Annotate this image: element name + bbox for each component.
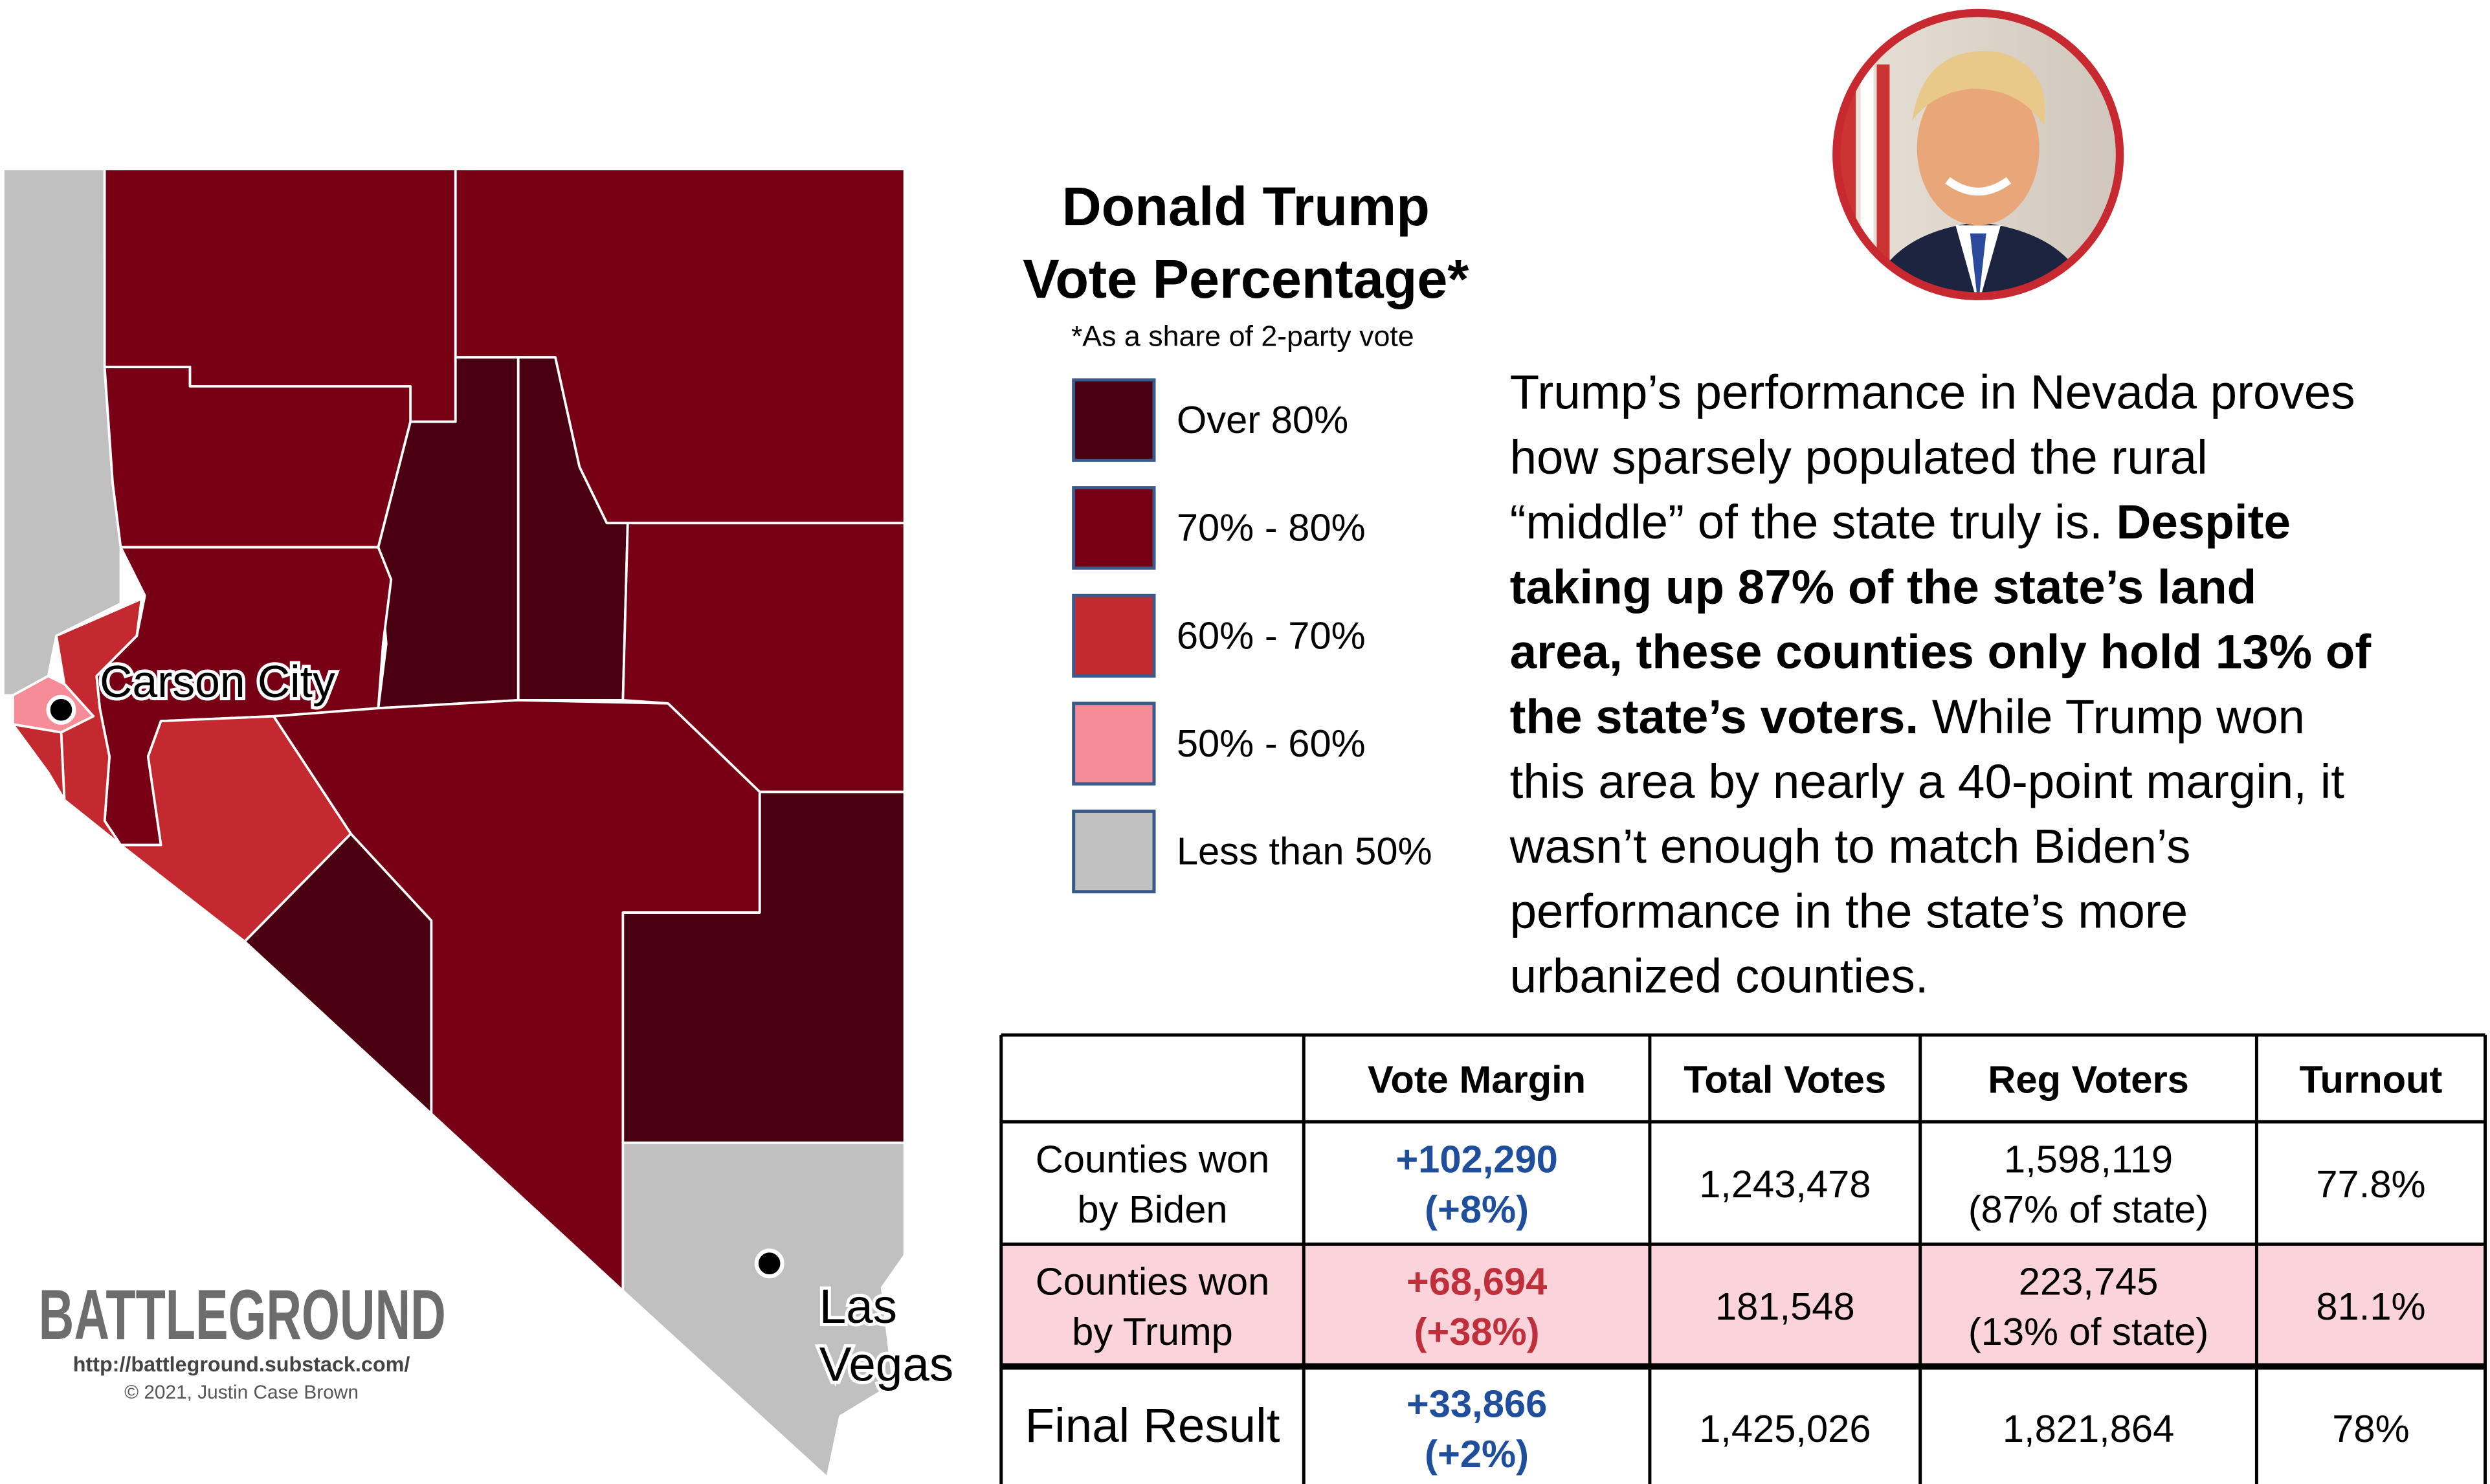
paragraph-segment: how sparsely populated the rural (1510, 430, 2208, 484)
portrait (1832, 8, 2124, 300)
row-label: Counties won (1036, 1138, 1270, 1181)
row-label: by Biden (1077, 1188, 1227, 1231)
table-cell: (+38%) (1414, 1310, 1540, 1353)
row-highlight (1001, 1244, 2485, 1367)
legend-label: Less than 50% (1177, 829, 1432, 872)
paragraph-segment: this area by nearly a 40-point margin, i… (1510, 754, 2345, 808)
legend-swatch (1072, 809, 1156, 894)
paragraph-segment: wasn’t enough to match Biden’s (1509, 819, 2191, 873)
paragraph-segment: area, these counties only hold 13% of (1510, 625, 2372, 679)
county-clark (621, 1141, 906, 1479)
paragraph-line: area, these counties only hold 13% of (1510, 625, 2372, 679)
paragraph-segment: performance in the state’s more (1510, 883, 2188, 938)
logo-url: http://battleground.substack.com/ (73, 1353, 410, 1376)
legend-swatch (1072, 378, 1156, 462)
table-cell: 1,821,864 (2003, 1407, 2174, 1450)
row-label: Final Result (1025, 1398, 1280, 1452)
city-dot (754, 1248, 784, 1279)
table-cell: 77.8% (2316, 1162, 2425, 1206)
paragraph-line: performance in the state’s more (1510, 883, 2188, 938)
city-label: Vegas (819, 1337, 953, 1391)
legend-label: Over 80% (1177, 398, 1348, 441)
paragraph-line: how sparsely populated the rural (1510, 430, 2208, 484)
paragraph: Trump’s performance in Nevada proves how … (1509, 365, 2372, 1003)
paragraph-line: Trump’s performance in Nevada proves (1510, 365, 2355, 419)
row-label: Counties won (1036, 1260, 1270, 1303)
table-cell: 181,548 (1715, 1285, 1855, 1328)
table-header: Vote Margin (1368, 1058, 1586, 1102)
table-cell: 1,425,026 (1699, 1407, 1871, 1450)
legend-title: Vote Percentage* (1023, 248, 1469, 309)
legend-label: 60% - 70% (1177, 614, 1366, 657)
legend: Donald Trump Vote Percentage* *As a share … (1023, 175, 1469, 894)
logo-name: BATTLEGROUND (39, 1276, 446, 1355)
city-label: Carson City (100, 656, 335, 707)
city-dot (46, 694, 76, 725)
table-cell: (+2%) (1425, 1432, 1529, 1476)
paragraph-line: the state’s voters. While Trump won (1510, 689, 2305, 744)
table-cell: 81.1% (2316, 1285, 2425, 1328)
paragraph-segment: the state’s voters. (1510, 689, 1919, 744)
table-cell: (87% of state) (1968, 1188, 2208, 1231)
table-cell: 1,598,119 (2004, 1138, 2173, 1181)
paragraph-segment: Trump’s performance in Nevada proves (1510, 365, 2355, 419)
legend-swatch (1072, 593, 1156, 678)
legend-swatch (1072, 702, 1156, 786)
logo-credit: © 2021, Justin Case Brown (124, 1382, 359, 1403)
legend-label: 70% - 80% (1177, 506, 1366, 549)
legend-note: *As a share of 2-party vote (1071, 320, 1414, 353)
paragraph-segment: “middle” of the state truly is. (1510, 494, 2117, 549)
paragraph-line: taking up 87% of the state’s land (1510, 559, 2257, 614)
table-cell: (+8%) (1425, 1188, 1529, 1231)
paragraph-line: this area by nearly a 40-point margin, i… (1510, 754, 2345, 808)
logo: BATTLEGROUNDhttp://battleground.substack… (39, 1276, 446, 1403)
table-cell: +33,866 (1406, 1382, 1547, 1426)
paragraph-line: wasn’t enough to match Biden’s (1509, 819, 2191, 873)
table-cell: 78% (2332, 1407, 2409, 1450)
row-label: by Trump (1072, 1310, 1233, 1353)
table-cell: +102,290 (1395, 1138, 1558, 1181)
table-header: Reg Voters (1988, 1058, 2189, 1102)
table-header: Total Votes (1684, 1058, 1886, 1102)
county-pershing (103, 366, 412, 549)
table-cell: (13% of state) (1968, 1310, 2208, 1353)
paragraph-segment: Despite (2116, 494, 2290, 549)
table-cell: 1,243,478 (1699, 1162, 1871, 1206)
paragraph-segment: urbanized counties. (1510, 949, 1929, 1003)
paragraph-segment: taking up 87% of the state’s land (1510, 559, 2257, 614)
table-cell: 223,745 (2019, 1260, 2159, 1303)
paragraph-segment: While Trump won (1918, 689, 2305, 744)
table-cell: +68,694 (1406, 1260, 1547, 1303)
city-label: Las (819, 1279, 897, 1333)
nevada-map (2, 168, 906, 1479)
legend-swatch (1072, 486, 1156, 570)
table-header: Turnout (2300, 1058, 2443, 1102)
table: Vote Margin Total Votes Reg Voters Turnout C… (999, 1033, 2487, 1484)
paragraph-line: “middle” of the state truly is. Despite (1510, 494, 2291, 549)
legend-label: 50% - 60% (1177, 722, 1366, 765)
paragraph-line: urbanized counties. (1510, 949, 1929, 1003)
legend-title: Donald Trump (1062, 175, 1430, 237)
